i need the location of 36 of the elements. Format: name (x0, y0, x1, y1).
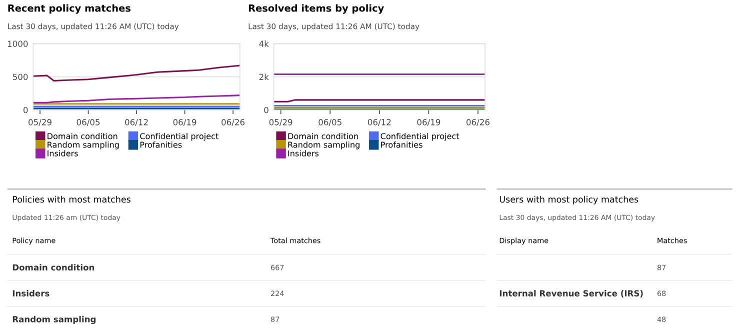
y-tick-label: 500 (12, 74, 28, 80)
x-tick-label: 06/19 (417, 119, 440, 126)
y-tick-label: 0 (264, 106, 268, 114)
x-tick-label: 06/26 (466, 119, 490, 126)
legend-label: Domain condition (48, 132, 118, 140)
x-tick-label: 06/26 (222, 119, 245, 126)
category-label: Domain condition (12, 264, 94, 271)
category-label: Insiders (12, 290, 50, 296)
y-tick-label: 1000 (8, 40, 28, 47)
legend-label: Insiders (288, 150, 319, 156)
legend-label: Insiders (48, 150, 78, 156)
x-tick-label: 05/29 (28, 119, 52, 126)
x-tick-label: 06/12 (125, 119, 148, 126)
legend-label: Confidential project (380, 132, 460, 141)
legend-label: Profanities (381, 142, 422, 148)
y-tick-label: 2k (259, 74, 269, 80)
x-tick-label: 06/05 (318, 119, 342, 126)
legend-label: Random sampling (48, 142, 119, 150)
legend-label: Random sampling (288, 142, 360, 150)
legend-label: Confidential project (140, 132, 218, 141)
legend-label: Profanities (140, 142, 182, 148)
category-label: Internal Revenue Service (IRS) (500, 290, 643, 298)
line-series (33, 64, 240, 82)
x-tick-label: 06/19 (173, 119, 196, 126)
chart-title: Resolved items by policy (248, 4, 384, 14)
x-tick-label: 06/12 (368, 119, 391, 126)
x-tick-label: 06/05 (76, 119, 100, 126)
chart-title: Recent policy matches (8, 4, 130, 14)
line-series (33, 94, 240, 104)
legend-label: Domain condition (288, 132, 358, 140)
x-tick-label: 05/29 (269, 119, 292, 126)
category-label: Random sampling (12, 316, 96, 324)
y-tick-label: 4k (259, 40, 269, 47)
y-tick-label: 0 (24, 106, 28, 114)
text: Policies with most matches (13, 196, 130, 203)
text: Users with most policy matches (500, 196, 638, 204)
